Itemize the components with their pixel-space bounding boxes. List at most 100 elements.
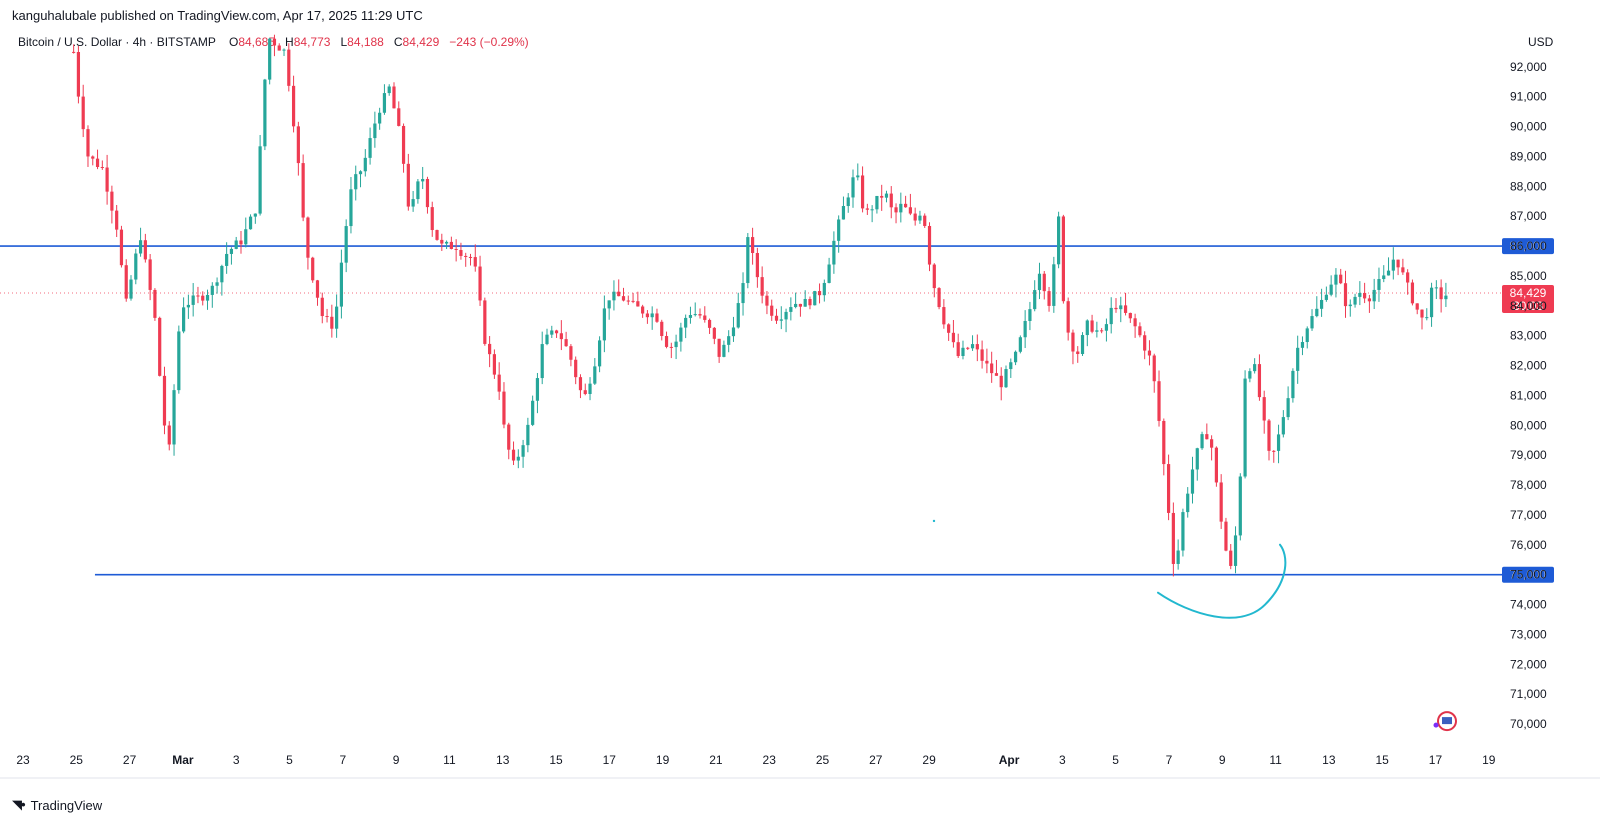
ohlc-high: 84,773 bbox=[293, 35, 331, 49]
ohlc-low-label: L bbox=[340, 35, 348, 49]
candle-body bbox=[1143, 335, 1147, 351]
candle-body bbox=[588, 383, 592, 395]
y-tick-label: 76,000 bbox=[1510, 538, 1547, 552]
candle-body bbox=[1128, 312, 1132, 319]
candle-body bbox=[1272, 450, 1276, 452]
candle-body bbox=[894, 207, 898, 213]
candle-body bbox=[1061, 216, 1065, 302]
candle-body bbox=[679, 327, 683, 342]
y-tick-label: 90,000 bbox=[1510, 120, 1547, 134]
candle-body bbox=[937, 288, 941, 308]
candle-body bbox=[382, 93, 387, 113]
candle-body bbox=[1396, 259, 1400, 268]
last-price-label: 84,429 bbox=[1510, 286, 1547, 300]
candle-body bbox=[975, 344, 979, 350]
candle-body bbox=[731, 327, 736, 337]
x-tick-label: 25 bbox=[816, 753, 830, 767]
x-tick-label: 11 bbox=[443, 753, 456, 767]
candle-body bbox=[1353, 296, 1357, 305]
symbol-title[interactable]: Bitcoin / U.S. Dollar · 4h · BITSTAMP bbox=[18, 35, 216, 49]
candle-body bbox=[234, 240, 238, 249]
candle-body bbox=[368, 138, 372, 158]
candle-body bbox=[1267, 420, 1271, 451]
candle-body bbox=[277, 45, 281, 51]
symbol-legend: Bitcoin / U.S. Dollar · 4h · BITSTAMP O8… bbox=[18, 35, 529, 49]
candle-body bbox=[703, 315, 707, 320]
level-price-label: 75,000 bbox=[1510, 568, 1547, 582]
candle-body bbox=[1195, 448, 1199, 470]
y-tick-label: 81,000 bbox=[1510, 388, 1547, 402]
candle-body bbox=[454, 248, 458, 250]
candle-body bbox=[1181, 512, 1185, 551]
candle-body bbox=[1253, 364, 1257, 372]
candle-body bbox=[272, 38, 277, 46]
candle-body bbox=[693, 314, 697, 316]
candle-body bbox=[248, 216, 253, 230]
candle-body bbox=[1224, 521, 1228, 551]
candle-body bbox=[526, 424, 530, 446]
tradingview-brand[interactable]: ◥• TradingView bbox=[12, 797, 102, 813]
y-tick-label: 83,000 bbox=[1510, 329, 1547, 343]
candle-body bbox=[1013, 351, 1018, 363]
candle-body bbox=[1162, 420, 1166, 465]
candle-body bbox=[956, 342, 960, 357]
candle-body bbox=[593, 366, 597, 384]
candle-body bbox=[554, 330, 559, 334]
candle-body bbox=[559, 333, 563, 340]
y-tick-label: 70,000 bbox=[1510, 717, 1547, 731]
candle-body bbox=[1052, 264, 1056, 306]
candle-body bbox=[684, 317, 688, 328]
bar-countdown-label: 30:03 bbox=[1513, 299, 1543, 313]
candle-body bbox=[1009, 362, 1013, 370]
candle-body bbox=[746, 237, 750, 284]
candle-body bbox=[770, 305, 774, 316]
us-flag-icon-fill bbox=[1442, 717, 1452, 725]
candle-body bbox=[1104, 324, 1109, 331]
candle-body bbox=[1329, 284, 1333, 295]
candle-body bbox=[430, 207, 434, 231]
currency-label[interactable]: USD bbox=[1528, 35, 1554, 49]
candle-body bbox=[794, 303, 798, 308]
candle-body bbox=[789, 307, 793, 312]
candle-body bbox=[110, 191, 114, 211]
candle-body bbox=[1042, 273, 1046, 292]
candle-body bbox=[1018, 337, 1022, 352]
candle-body bbox=[191, 295, 195, 305]
candle-body bbox=[86, 129, 90, 157]
candle-body bbox=[1037, 273, 1042, 291]
candle-body bbox=[621, 296, 626, 301]
candle-body bbox=[880, 195, 884, 198]
candle-body bbox=[875, 195, 879, 210]
level-price-tag bbox=[1502, 238, 1554, 255]
candle-body bbox=[626, 300, 630, 302]
x-tick-label: 27 bbox=[869, 753, 883, 767]
candle-body bbox=[1138, 326, 1142, 336]
ohlc-open-label: O bbox=[228, 35, 239, 49]
candle-body bbox=[95, 158, 100, 168]
candle-body bbox=[550, 330, 554, 335]
published-line: kanguhalubale published on TradingView.c… bbox=[12, 8, 423, 23]
candle-body bbox=[927, 225, 932, 265]
candle-body bbox=[918, 215, 922, 221]
candle-body bbox=[1348, 304, 1352, 307]
y-tick-label: 74,000 bbox=[1510, 598, 1547, 612]
candle-body bbox=[636, 301, 640, 307]
x-tick-label: 5 bbox=[286, 753, 293, 767]
candle-body bbox=[923, 215, 927, 226]
candle-body bbox=[908, 207, 912, 214]
candle-body bbox=[253, 213, 257, 217]
candle-body bbox=[851, 177, 855, 198]
candle-body bbox=[832, 240, 836, 265]
candle-body bbox=[760, 277, 764, 296]
candle-body bbox=[464, 255, 468, 257]
candle-body bbox=[1425, 317, 1429, 319]
candle-body bbox=[354, 174, 358, 190]
candle-body bbox=[999, 375, 1003, 388]
candle-body bbox=[846, 197, 850, 207]
ohlc-open: 84,685 bbox=[238, 35, 276, 49]
candle-body bbox=[970, 344, 975, 349]
candle-body bbox=[72, 51, 76, 53]
candle-body bbox=[750, 237, 755, 253]
candle-body bbox=[1152, 355, 1156, 382]
